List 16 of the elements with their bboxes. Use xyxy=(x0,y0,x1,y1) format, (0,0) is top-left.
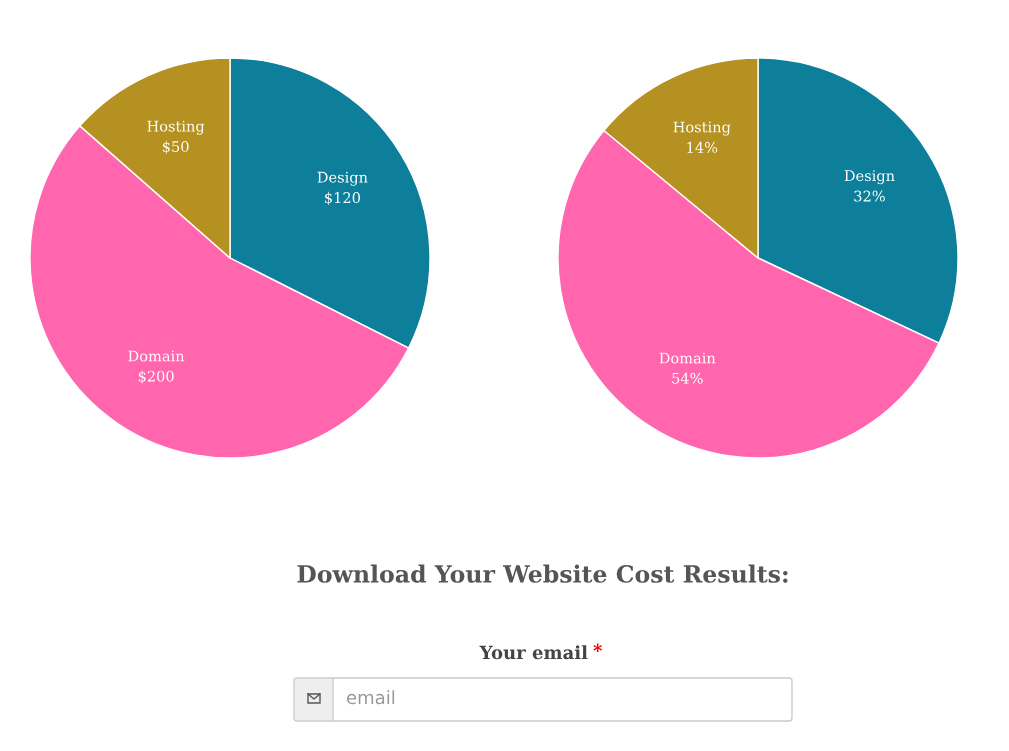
slice-label: Hosting xyxy=(147,120,205,135)
data-label: 14% xyxy=(687,141,718,153)
slice-label: Hosting xyxy=(673,121,731,136)
slice-label: Design xyxy=(844,170,895,185)
text: Your email xyxy=(479,645,588,660)
slice-label: Design xyxy=(317,171,368,186)
text: email xyxy=(347,690,395,705)
data-label: $120 xyxy=(325,191,360,206)
slice-label: Domain xyxy=(128,350,185,362)
data-label: 32% xyxy=(854,190,885,202)
slice-label: Domain xyxy=(659,352,716,364)
data-label: $50 xyxy=(162,140,189,154)
data-label: $200 xyxy=(138,370,174,384)
data-label: 54% xyxy=(672,372,703,384)
text: * xyxy=(593,643,603,652)
text: Download Your Website Cost Results: xyxy=(297,564,788,583)
